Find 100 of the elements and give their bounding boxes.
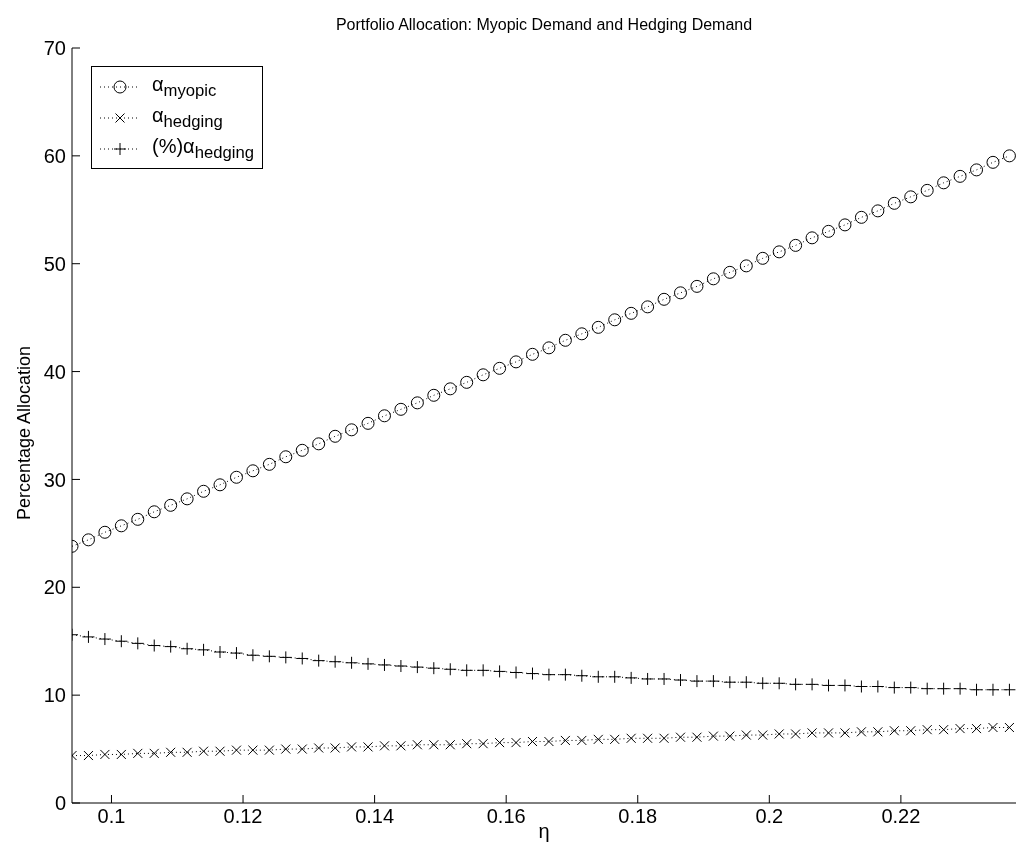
- point: [576, 735, 587, 746]
- point: [641, 672, 655, 686]
- x-tick-label: 0.2: [755, 805, 784, 828]
- point: [593, 734, 604, 745]
- point: [197, 643, 211, 657]
- y-axis-title: Percentage Allocation: [13, 345, 35, 521]
- point: [624, 671, 638, 685]
- y-tick-label: 60: [43, 144, 66, 167]
- point: [345, 423, 359, 437]
- point: [363, 741, 374, 752]
- point: [839, 727, 850, 738]
- point: [361, 657, 375, 671]
- point: [641, 300, 655, 314]
- point: [774, 728, 785, 739]
- point: [922, 724, 933, 735]
- point: [131, 512, 145, 526]
- point: [953, 169, 967, 183]
- x-tick-label: 0.18: [618, 805, 658, 828]
- point: [460, 663, 474, 677]
- point: [116, 749, 127, 760]
- point: [575, 327, 589, 341]
- point: [920, 682, 934, 696]
- point: [838, 218, 852, 232]
- point: [229, 470, 243, 484]
- point: [723, 265, 737, 279]
- point: [739, 675, 753, 689]
- point: [757, 730, 768, 741]
- point: [708, 731, 719, 742]
- point: [706, 272, 720, 286]
- point: [98, 525, 112, 539]
- point: [81, 533, 95, 547]
- point: [83, 750, 94, 761]
- point: [262, 649, 276, 663]
- point: [246, 648, 260, 662]
- point: [706, 674, 720, 688]
- point: [428, 739, 439, 750]
- point: [295, 651, 309, 665]
- point: [591, 320, 605, 334]
- point: [756, 251, 770, 265]
- point: [856, 726, 867, 737]
- point: [229, 646, 243, 660]
- point: [412, 739, 423, 750]
- point: [312, 654, 326, 668]
- point: [741, 730, 752, 741]
- point: [558, 333, 572, 347]
- point: [445, 739, 456, 750]
- point: [410, 660, 424, 674]
- point: [328, 429, 342, 443]
- point: [938, 724, 949, 735]
- point: [165, 747, 176, 758]
- point: [247, 745, 258, 756]
- point: [659, 733, 670, 744]
- point: [971, 723, 982, 734]
- point: [542, 668, 556, 682]
- point: [1004, 722, 1015, 733]
- point: [608, 313, 622, 327]
- point: [823, 727, 834, 738]
- point: [197, 484, 211, 498]
- point: [838, 678, 852, 692]
- point: [377, 409, 391, 423]
- point: [591, 670, 605, 684]
- point: [313, 742, 324, 753]
- point: [379, 740, 390, 751]
- point: [724, 731, 735, 742]
- x-tick-label: 0.12: [223, 805, 263, 828]
- y-tick-label: 50: [43, 252, 66, 275]
- point: [81, 630, 95, 644]
- y-tick-label: 20: [43, 576, 66, 599]
- point: [164, 640, 178, 654]
- point: [739, 259, 753, 273]
- point: [657, 292, 671, 306]
- point: [822, 224, 836, 238]
- x-tick-label: 0.1: [97, 805, 126, 828]
- point: [558, 668, 572, 682]
- point: [180, 492, 194, 506]
- point: [642, 733, 653, 744]
- point: [690, 674, 704, 688]
- point: [543, 736, 554, 747]
- point: [691, 732, 702, 743]
- point: [575, 669, 589, 683]
- x-axis-title: η: [538, 820, 550, 842]
- point: [330, 742, 341, 753]
- point: [346, 741, 357, 752]
- point: [609, 734, 620, 745]
- point: [509, 355, 523, 369]
- point: [542, 341, 556, 355]
- point: [246, 464, 260, 478]
- point: [410, 396, 424, 410]
- point: [624, 306, 638, 320]
- point: [807, 727, 818, 738]
- point: [790, 728, 801, 739]
- point: [756, 676, 770, 690]
- point: [887, 681, 901, 695]
- point: [904, 681, 918, 695]
- point: [937, 682, 951, 696]
- point: [937, 176, 951, 190]
- point: [461, 738, 472, 749]
- legend-label: (%)α$_{hedging}$: [152, 134, 254, 163]
- point: [970, 163, 984, 177]
- point: [690, 279, 704, 293]
